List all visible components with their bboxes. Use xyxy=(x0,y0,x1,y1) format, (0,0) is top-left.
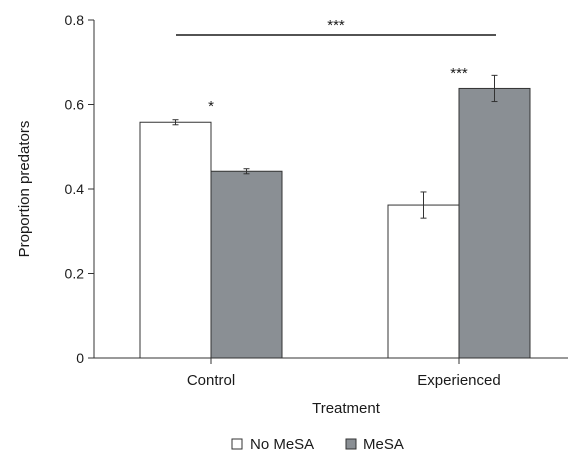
legend-label-mesa: MeSA xyxy=(363,436,404,453)
significance-markers: *** * *** xyxy=(176,17,496,115)
experienced-sig-label: *** xyxy=(450,65,468,82)
legend-swatch-mesa xyxy=(345,438,357,450)
y-axis-title: Proportion predators xyxy=(16,121,33,258)
bar-no-mesa-experienced xyxy=(387,204,460,359)
y-tick-label: 0 xyxy=(76,350,84,366)
x-axis-title: Treatment xyxy=(312,400,381,417)
x-category-label: Experienced xyxy=(417,372,500,389)
bar-mesa-experienced xyxy=(458,87,531,359)
x-category-label: Control xyxy=(187,372,235,389)
y-tick-label: 0.2 xyxy=(65,266,85,282)
legend: No MeSA MeSA xyxy=(231,436,404,453)
error-bars xyxy=(172,74,498,219)
x-ticks: Control Experienced xyxy=(187,358,501,389)
legend-label-no-mesa: No MeSA xyxy=(250,436,314,453)
between-groups-sig-label: *** xyxy=(327,17,345,34)
bars xyxy=(139,87,531,359)
y-ticks: 0 0.2 0.4 0.6 0.8 xyxy=(65,12,94,366)
control-sig-label: * xyxy=(208,98,214,115)
y-tick-label: 0.6 xyxy=(65,97,85,113)
bar-mesa-control xyxy=(210,170,283,359)
y-tick-label: 0.8 xyxy=(65,12,85,28)
legend-swatch-no-mesa xyxy=(231,438,243,450)
y-tick-label: 0.4 xyxy=(65,181,85,197)
bar-no-mesa-control xyxy=(139,121,212,359)
